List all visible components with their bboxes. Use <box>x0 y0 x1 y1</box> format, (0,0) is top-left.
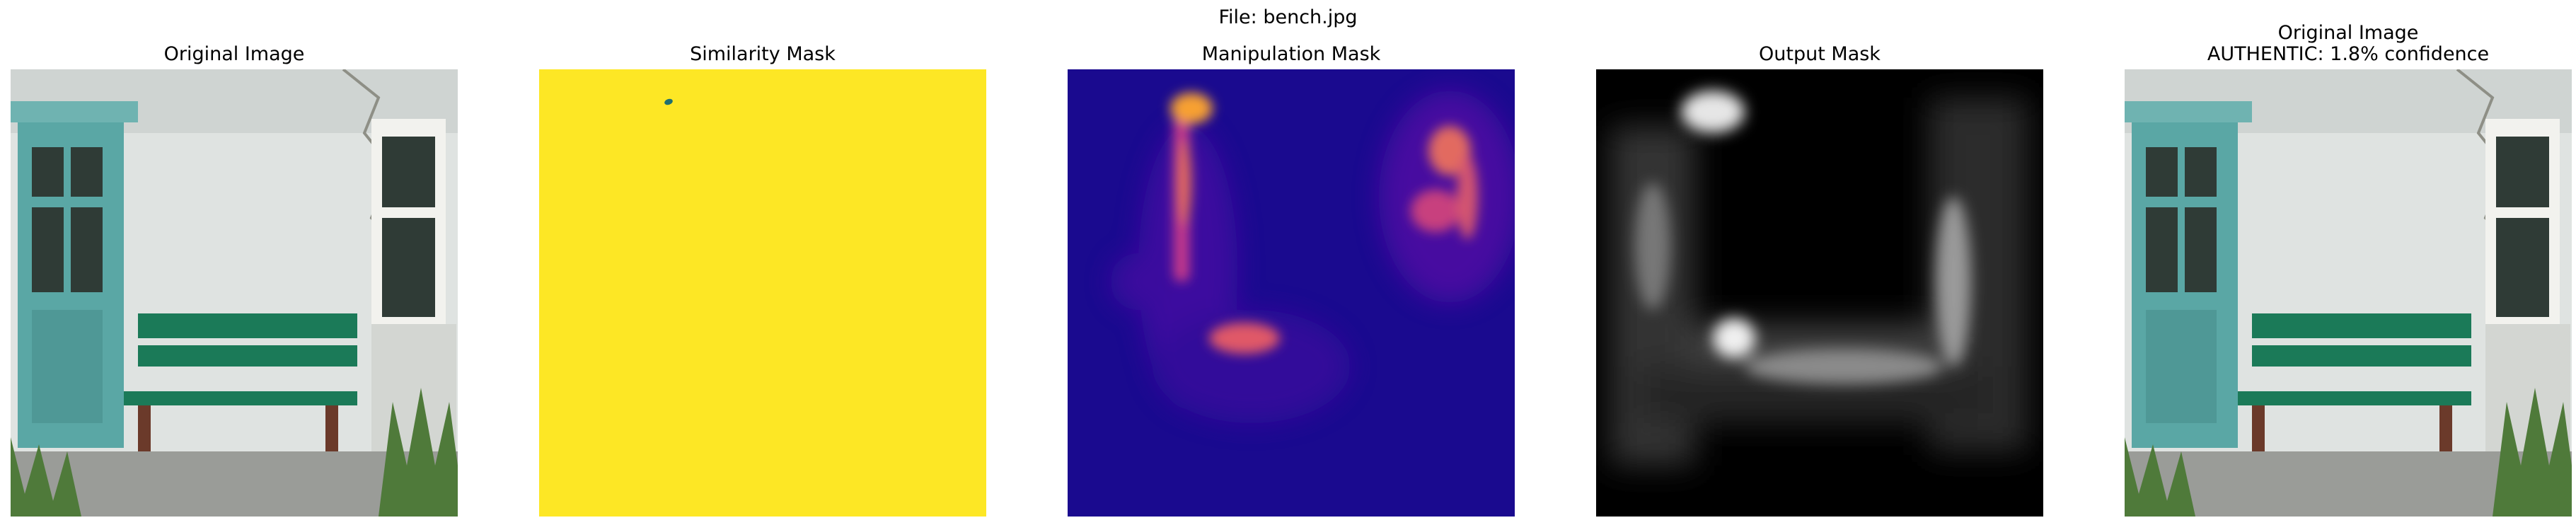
panel-title-similarity: Similarity Mask <box>690 43 836 65</box>
similarity-mask-panel <box>539 69 986 517</box>
original-photo <box>11 69 458 517</box>
panel-title-original-verdict: Original Image <box>2277 22 2419 44</box>
similarity-mask <box>539 69 986 517</box>
manipulation-mask-panel <box>1068 69 1515 517</box>
panel-title-manipulation: Manipulation Mask <box>1201 43 1381 65</box>
panel-title-original: Original Image <box>163 43 305 65</box>
original-photo-2 <box>2125 69 2572 517</box>
original-image-panel <box>11 69 458 517</box>
original-image-panel-2 <box>2125 69 2572 517</box>
manipulation-heatmap <box>1068 69 1515 517</box>
output-heatmap <box>1596 69 2043 517</box>
authenticity-verdict: AUTHENTIC: 1.8% confidence <box>2207 43 2490 65</box>
panel-title-output: Output Mask <box>1759 43 1881 65</box>
output-mask-panel <box>1596 69 2043 517</box>
figure-suptitle: File: bench.jpg <box>1218 6 1358 28</box>
